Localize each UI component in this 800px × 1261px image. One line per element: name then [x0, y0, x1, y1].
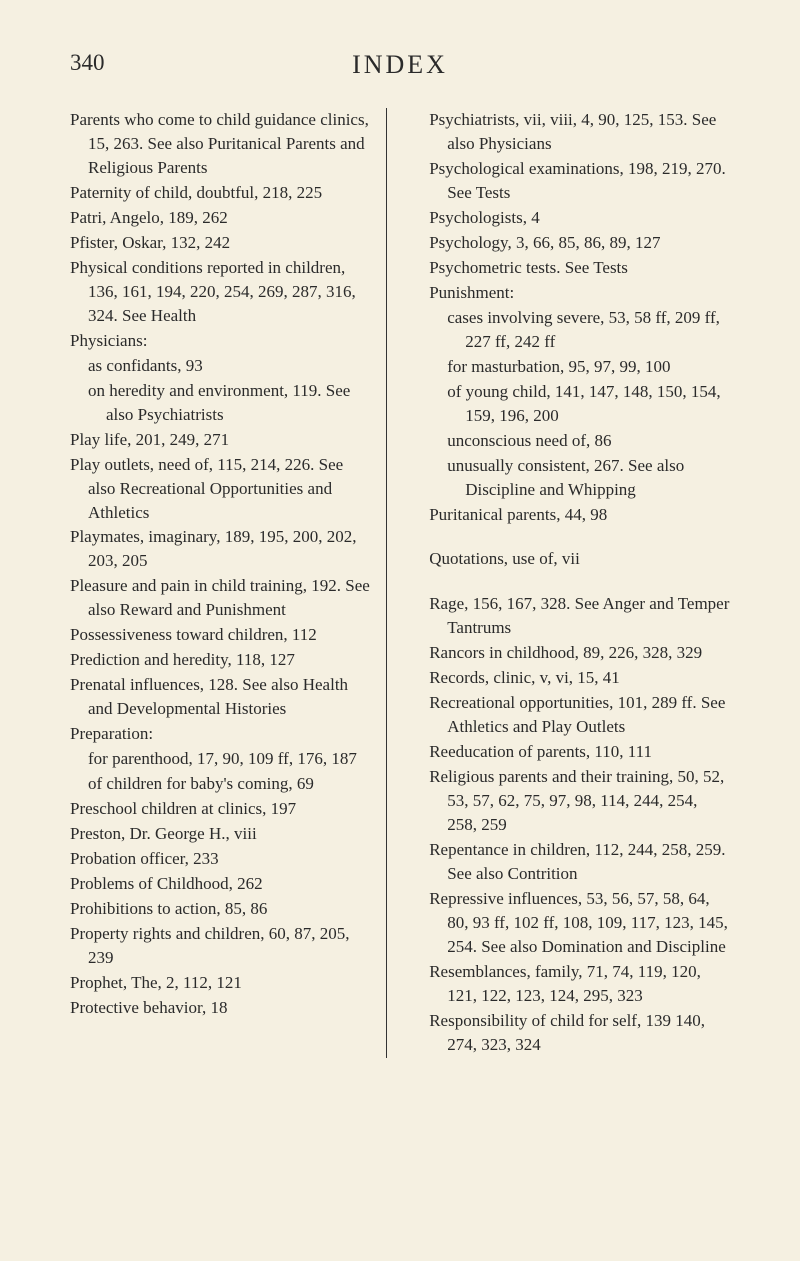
index-entry: Resemblances, family, 71, 74, 119, 120, … — [429, 960, 730, 1008]
index-entry: Preparation: — [70, 722, 370, 746]
index-entry: Rancors in childhood, 89, 226, 328, 329 — [429, 641, 730, 665]
index-sub-entry: as confidants, 93 — [70, 354, 370, 378]
index-entry: Prophet, The, 2, 112, 121 — [70, 971, 370, 995]
index-entry: Repressive influences, 53, 56, 57, 58, 6… — [429, 887, 730, 959]
index-sub-entry: unusually consistent, 267. See also Disc… — [429, 454, 730, 502]
right-column: Psychiatrists, vii, viii, 4, 90, 125, 15… — [413, 108, 730, 1058]
index-entry: Physical conditions reported in children… — [70, 256, 370, 328]
index-entry: Reeducation of parents, 110, 111 — [429, 740, 730, 764]
index-entry: Physicians: — [70, 329, 370, 353]
index-entry: Property rights and children, 60, 87, 20… — [70, 922, 370, 970]
index-entry: Recreational opportunities, 101, 289 ff.… — [429, 691, 730, 739]
index-sub-entry: on heredity and environment, 119. See al… — [70, 379, 370, 427]
index-entry: Religious parents and their training, 50… — [429, 765, 730, 837]
index-entry: Quotations, use of, vii — [429, 547, 730, 571]
index-entry: Prohibitions to action, 85, 86 — [70, 897, 370, 921]
index-sub-entry: of young child, 141, 147, 148, 150, 154,… — [429, 380, 730, 428]
index-entry: Play outlets, need of, 115, 214, 226. Se… — [70, 453, 370, 525]
index-entry: Puritanical parents, 44, 98 — [429, 503, 730, 527]
index-entry: Patri, Angelo, 189, 262 — [70, 206, 370, 230]
index-entry: Prenatal influences, 128. See also Healt… — [70, 673, 370, 721]
index-sub-entry: cases involving severe, 53, 58 ff, 209 f… — [429, 306, 730, 354]
index-entry: Psychological examinations, 198, 219, 27… — [429, 157, 730, 205]
index-entry: Playmates, imaginary, 189, 195, 200, 202… — [70, 525, 370, 573]
index-entry: Psychology, 3, 66, 85, 86, 89, 127 — [429, 231, 730, 255]
page-header: 340 INDEX — [70, 50, 730, 80]
index-entry: Punishment: — [429, 281, 730, 305]
paragraph-break — [429, 527, 730, 547]
index-entry: Repentance in children, 112, 244, 258, 2… — [429, 838, 730, 886]
index-entry: Psychiatrists, vii, viii, 4, 90, 125, 15… — [429, 108, 730, 156]
index-entry: Psychometric tests. See Tests — [429, 256, 730, 280]
index-columns: Parents who come to child guidance clini… — [70, 108, 730, 1058]
index-entry: Paternity of child, doubtful, 218, 225 — [70, 181, 370, 205]
page-number: 340 — [70, 50, 105, 76]
index-entry: Play life, 201, 249, 271 — [70, 428, 370, 452]
index-sub-entry: of children for baby's coming, 69 — [70, 772, 370, 796]
index-entry: Preschool children at clinics, 197 — [70, 797, 370, 821]
index-entry: Prediction and heredity, 118, 127 — [70, 648, 370, 672]
index-entry: Probation officer, 233 — [70, 847, 370, 871]
page-title: INDEX — [352, 50, 448, 80]
index-entry: Preston, Dr. George H., viii — [70, 822, 370, 846]
index-entry: Responsibility of child for self, 139 14… — [429, 1009, 730, 1057]
index-entry: Parents who come to child guidance clini… — [70, 108, 370, 180]
index-entry: Possessiveness toward children, 112 — [70, 623, 370, 647]
index-entry: Problems of Childhood, 262 — [70, 872, 370, 896]
index-entry: Pleasure and pain in child training, 192… — [70, 574, 370, 622]
index-entry: Psychologists, 4 — [429, 206, 730, 230]
index-entry: Rage, 156, 167, 328. See Anger and Tempe… — [429, 592, 730, 640]
index-entry: Records, clinic, v, vi, 15, 41 — [429, 666, 730, 690]
paragraph-break — [429, 572, 730, 592]
index-entry: Protective behavior, 18 — [70, 996, 370, 1020]
index-sub-entry: unconscious need of, 86 — [429, 429, 730, 453]
left-column: Parents who come to child guidance clini… — [70, 108, 387, 1058]
index-sub-entry: for masturbation, 95, 97, 99, 100 — [429, 355, 730, 379]
index-sub-entry: for parenthood, 17, 90, 109 ff, 176, 187 — [70, 747, 370, 771]
index-entry: Pfister, Oskar, 132, 242 — [70, 231, 370, 255]
